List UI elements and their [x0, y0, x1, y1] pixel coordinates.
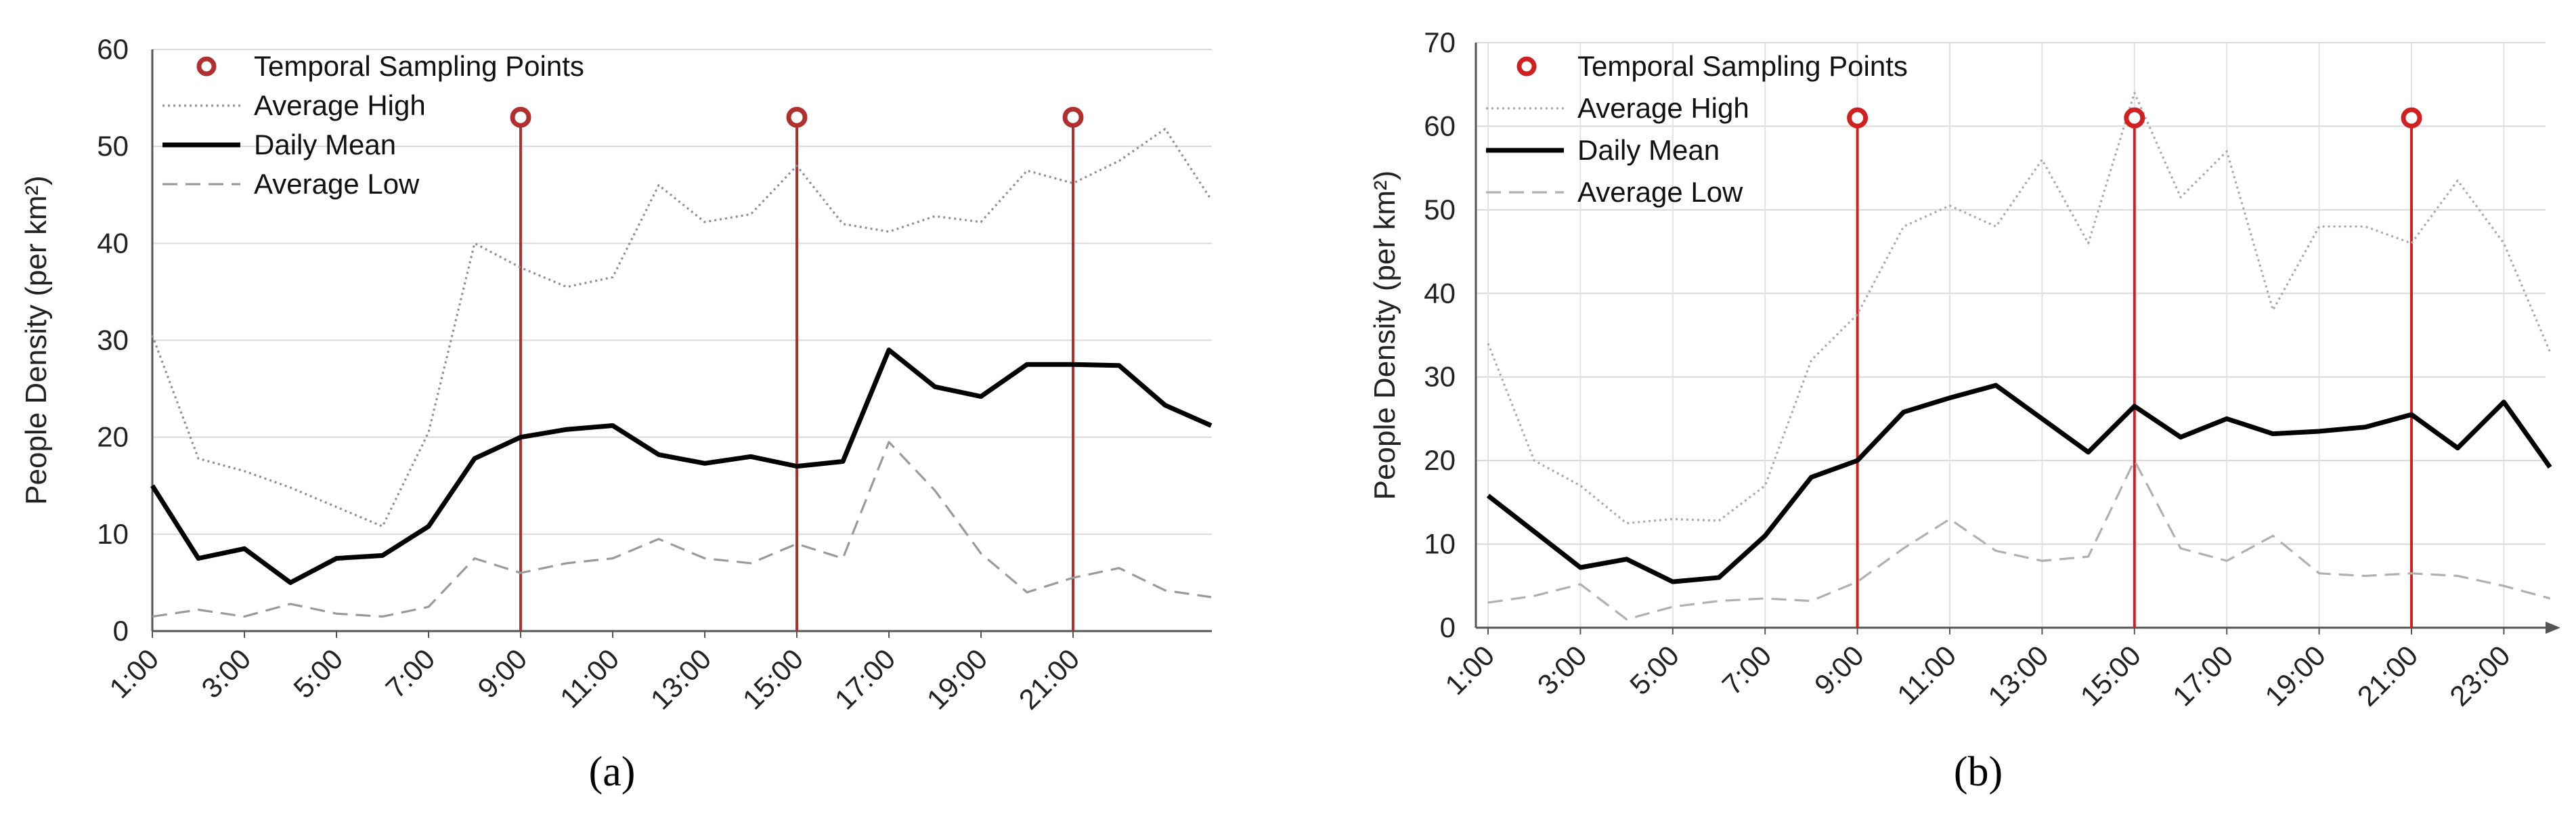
- legend-marker-sampling: [196, 56, 217, 77]
- series-line-daily-mean: [1486, 383, 2552, 584]
- sampling-point-marker: [2401, 107, 2422, 129]
- legend-label-average-high: Average High: [1577, 92, 1749, 124]
- y-tick-label: 50: [97, 130, 129, 162]
- x-tick-label: 3:00: [195, 643, 257, 704]
- y-tick-label: 20: [97, 421, 129, 453]
- x-tick-label: 21:00: [1013, 643, 1086, 716]
- legend-label-average-high: Average High: [254, 89, 426, 121]
- x-tick-label: 1:00: [103, 643, 165, 704]
- y-tick-label: 40: [97, 227, 129, 259]
- x-tick-label: 17:00: [2166, 639, 2240, 712]
- x-tick-label: 15:00: [737, 643, 810, 716]
- series-line-average-high: [1487, 91, 2552, 525]
- y-tick-label: 70: [1424, 26, 1456, 58]
- legend-label-sampling: Temporal Sampling Points: [254, 50, 584, 82]
- y-tick-label: 30: [1424, 361, 1456, 393]
- series-line-average-low: [1487, 459, 2551, 621]
- x-tick-label: 5:00: [1623, 639, 1685, 701]
- legend: Temporal Sampling Points Average High Dail…: [162, 50, 584, 200]
- series-line-average-low: [152, 441, 1212, 618]
- panel-caption: (b): [1954, 749, 2003, 795]
- y-tick-label: 0: [113, 615, 129, 647]
- legend-label-daily-mean: Daily Mean: [254, 129, 396, 160]
- legend-label-average-low: Average Low: [254, 168, 420, 200]
- y-tick-label: 10: [97, 518, 129, 550]
- legend-label-sampling: Temporal Sampling Points: [1577, 50, 1908, 82]
- x-tick-label: 7:00: [379, 643, 441, 704]
- y-tick-label: 20: [1424, 444, 1456, 476]
- legend-label-daily-mean: Daily Mean: [1577, 134, 1720, 166]
- legend-marker-sampling: [1516, 56, 1537, 77]
- x-tick-label: 9:00: [471, 643, 533, 704]
- y-tick-label: 60: [1424, 110, 1456, 142]
- sampling-point-marker: [1847, 107, 1869, 129]
- x-tick-label: 19:00: [2258, 639, 2332, 712]
- x-tick-label: 3:00: [1531, 639, 1593, 701]
- x-tick-label: 7:00: [1716, 639, 1778, 701]
- y-axis-label: People Density (per km²): [20, 175, 53, 505]
- x-tick-label: 21:00: [2351, 639, 2424, 712]
- sampling-point-marker: [2124, 107, 2145, 129]
- x-tick-label: 23:00: [2443, 639, 2516, 712]
- legend: Temporal Sampling Points Average High Dail…: [1486, 50, 1908, 208]
- x-tick-label: 1:00: [1439, 639, 1500, 701]
- y-tick-label: 0: [1440, 611, 1456, 643]
- x-tick-label: 19:00: [921, 643, 994, 716]
- y-tick-label: 50: [1424, 194, 1456, 225]
- x-tick-label: 11:00: [554, 643, 625, 714]
- x-tick-label: 13:00: [1982, 639, 2055, 712]
- chart-panel-a: 0 10 20 30 40 50 60 1:00 3:00 5:00 7:00 9:00 11:00 13…: [20, 33, 1213, 795]
- x-tick-label: 11:00: [1891, 639, 1962, 710]
- x-tick-label: 15:00: [2074, 639, 2147, 712]
- y-tick-label: 40: [1424, 277, 1456, 309]
- series-line-daily-mean: [150, 347, 1213, 585]
- sampling-point-marker: [1062, 106, 1084, 128]
- sampling-point-marker: [510, 106, 531, 128]
- y-axis-label: People Density (per km²): [1368, 171, 1401, 500]
- panel-caption: (a): [589, 749, 636, 795]
- x-tick-label: 17:00: [829, 643, 902, 716]
- sampling-point-marker: [786, 106, 808, 128]
- x-axis-arrow: [2546, 622, 2560, 634]
- chart-panel-b: 0 10 20 30 40 50 60 70 1:00 3:00 5:00 7:00 9:00 11:00…: [1368, 26, 2560, 795]
- y-tick-label: 60: [97, 33, 129, 65]
- y-tick-label: 30: [97, 324, 129, 356]
- x-tick-label: 9:00: [1808, 639, 1870, 701]
- x-tick-label: 13:00: [645, 643, 718, 716]
- legend-label-average-low: Average Low: [1577, 176, 1743, 208]
- y-tick-label: 10: [1424, 528, 1456, 560]
- series-line-average-high: [151, 127, 1213, 527]
- x-tick-label: 5:00: [287, 643, 349, 704]
